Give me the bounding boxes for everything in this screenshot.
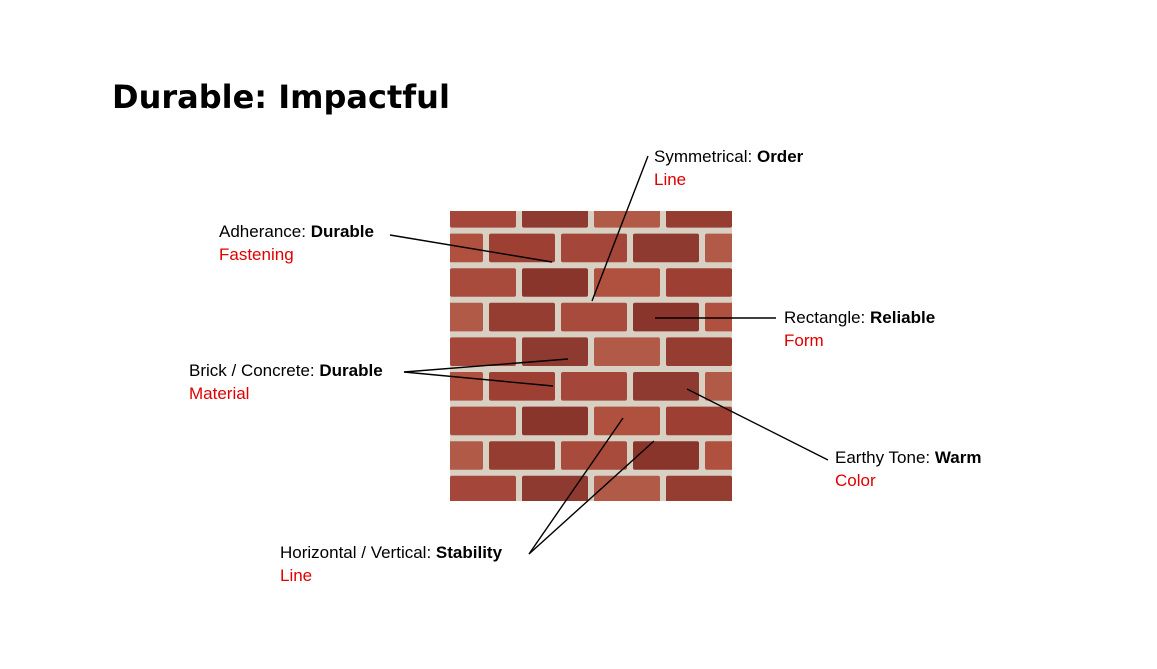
brick xyxy=(450,441,483,470)
brick xyxy=(489,441,555,470)
brick xyxy=(450,302,483,332)
callout-trait: Stability xyxy=(435,543,503,562)
brick xyxy=(450,337,516,366)
callout-term: Brick / Concrete: xyxy=(189,361,320,380)
brick xyxy=(489,302,555,332)
brick xyxy=(633,233,699,263)
brick xyxy=(489,372,555,401)
brick xyxy=(561,302,627,332)
brick xyxy=(705,233,732,263)
callout-rectangle: Rectangle: Reliable Form xyxy=(784,306,935,352)
brick xyxy=(633,302,699,332)
brick xyxy=(594,475,660,501)
brick xyxy=(450,268,516,297)
brick xyxy=(450,233,483,263)
brick-pattern xyxy=(450,211,732,501)
callout-trait: Warm xyxy=(934,448,982,467)
callout-term: Symmetrical: xyxy=(654,147,757,166)
callout-principle: Color xyxy=(835,471,876,490)
brick xyxy=(594,337,660,366)
callout-horizontal-vertical: Horizontal / Vertical: Stability Line xyxy=(280,541,502,587)
brick xyxy=(522,211,588,228)
brick-wall-image xyxy=(450,211,732,501)
brick xyxy=(666,337,732,366)
brick xyxy=(450,406,516,436)
brick xyxy=(666,268,732,297)
callout-trait: Durable xyxy=(319,361,383,380)
callout-principle: Line xyxy=(280,566,313,585)
callout-brick-concrete: Brick / Concrete: Durable Material xyxy=(189,359,383,405)
brick xyxy=(705,441,732,470)
callout-trait: Order xyxy=(756,147,804,166)
brick xyxy=(705,302,732,332)
brick xyxy=(522,268,588,297)
brick xyxy=(705,372,732,401)
callout-principle: Line xyxy=(654,170,687,189)
slide-title: Durable: Impactful xyxy=(112,78,450,116)
callout-term: Earthy Tone: xyxy=(835,448,935,467)
brick xyxy=(561,372,627,401)
callout-earthy-tone: Earthy Tone: Warm Color xyxy=(835,446,981,492)
callout-term: Adherance: xyxy=(219,222,311,241)
callout-adherance: Adherance: Durable Fastening xyxy=(219,220,374,266)
brick xyxy=(594,268,660,297)
brick xyxy=(633,441,699,470)
brick xyxy=(666,211,732,228)
callout-term: Rectangle: xyxy=(784,308,870,327)
brick xyxy=(522,475,588,501)
brick xyxy=(561,233,627,263)
brick xyxy=(450,211,516,228)
brick xyxy=(522,406,588,436)
brick xyxy=(489,233,555,263)
brick xyxy=(633,372,699,401)
brick xyxy=(594,211,660,228)
callout-symmetrical: Symmetrical: Order Line xyxy=(654,145,803,191)
callout-term: Horizontal / Vertical: xyxy=(280,543,436,562)
callout-principle: Material xyxy=(189,384,250,403)
callout-principle: Form xyxy=(784,331,824,350)
callout-trait: Reliable xyxy=(870,308,936,327)
callout-principle: Fastening xyxy=(219,245,294,264)
brick xyxy=(666,475,732,501)
brick xyxy=(450,475,516,501)
brick xyxy=(561,441,627,470)
brick xyxy=(450,372,483,401)
brick xyxy=(666,406,732,436)
brick xyxy=(522,337,588,366)
callout-trait: Durable xyxy=(310,222,374,241)
brick xyxy=(594,406,660,436)
